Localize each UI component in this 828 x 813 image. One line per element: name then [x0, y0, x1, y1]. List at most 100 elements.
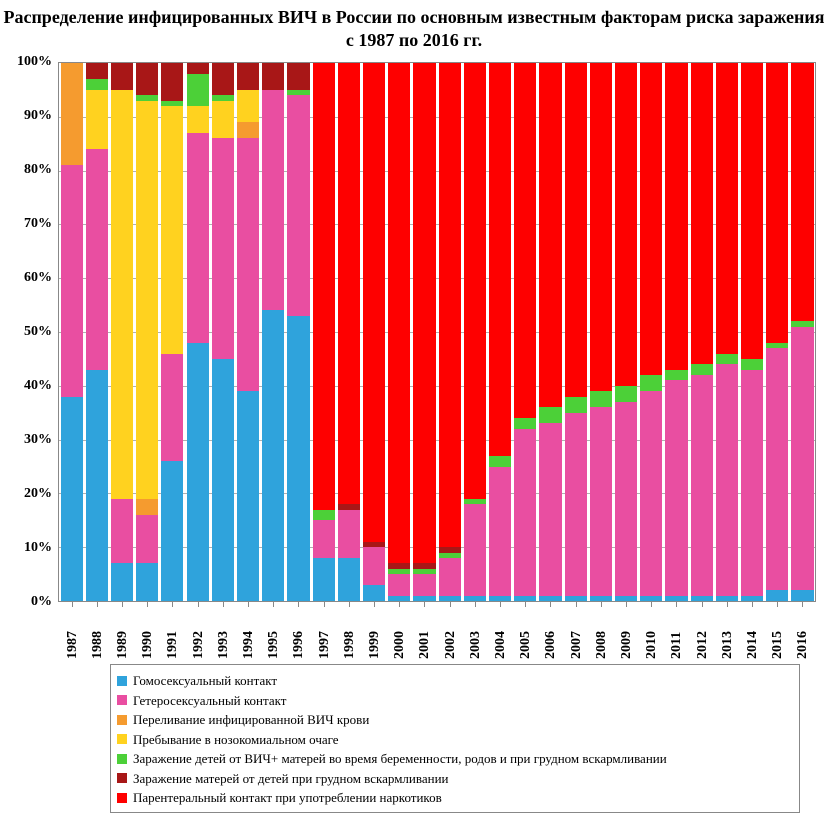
bar-segment [665, 380, 687, 595]
x-tick-label: 2012 [695, 631, 711, 659]
x-tick-label: 2014 [745, 631, 761, 659]
bar-segment [187, 63, 209, 74]
bar-segment [86, 90, 108, 149]
stacked-bar [766, 63, 788, 601]
bar-segment [136, 499, 158, 515]
bar-segment [86, 149, 108, 370]
bar-column: 1991 [160, 63, 185, 601]
bar-segment [565, 413, 587, 596]
bar-segment [187, 343, 209, 601]
bar-segment [741, 359, 763, 370]
x-tick-label: 2006 [543, 631, 559, 659]
bar-segment [212, 138, 234, 359]
bar-segment [237, 138, 259, 391]
stacked-bar [187, 63, 209, 601]
bar-segment [313, 510, 335, 521]
y-tick-label: 60% [0, 270, 52, 286]
y-tick-label: 20% [0, 486, 52, 502]
bar-segment [262, 310, 284, 601]
legend-label: Гетеросексуальный контакт [133, 691, 286, 711]
bar-segment [489, 456, 511, 467]
bar-segment [716, 354, 738, 365]
bar-segment [640, 375, 662, 391]
x-tick [626, 601, 627, 607]
bar-segment [61, 397, 83, 601]
bar-segment [716, 63, 738, 354]
x-tick [374, 601, 375, 607]
bar-column: 2004 [487, 63, 512, 601]
legend-swatch [117, 734, 127, 744]
stacked-bar [212, 63, 234, 601]
bar-segment [741, 370, 763, 596]
x-tick-label: 2011 [669, 632, 685, 659]
bar-segment [640, 391, 662, 595]
x-tick [727, 601, 728, 607]
legend-item: Пребывание в нозокомиальном очаге [117, 730, 793, 750]
bar-segment [161, 461, 183, 601]
x-tick [248, 601, 249, 607]
bar-column: 1993 [210, 63, 235, 601]
x-tick [601, 601, 602, 607]
x-tick-label: 2000 [392, 631, 408, 659]
bar-segment [136, 63, 158, 95]
bar-segment [539, 63, 561, 407]
bar-segment [665, 370, 687, 381]
legend-label: Заражение матерей от детей при грудном в… [133, 769, 448, 789]
bar-segment [111, 499, 133, 564]
legend-item: Гетеросексуальный контакт [117, 691, 793, 711]
stacked-bar [741, 63, 763, 601]
stacked-bar [363, 63, 385, 601]
x-tick-label: 1996 [291, 631, 307, 659]
bar-column: 1992 [185, 63, 210, 601]
stacked-bar [111, 63, 133, 601]
stacked-bar [590, 63, 612, 601]
x-tick [172, 601, 173, 607]
bar-segment [338, 63, 360, 504]
bar-column: 1987 [59, 63, 84, 601]
bar-segment [766, 348, 788, 590]
x-tick-label: 2007 [569, 631, 585, 659]
x-tick [349, 601, 350, 607]
x-tick-label: 2013 [720, 631, 736, 659]
bar-column: 2000 [387, 63, 412, 601]
bar-segment [161, 106, 183, 353]
x-tick-label: 1990 [140, 631, 156, 659]
stacked-bar [665, 63, 687, 601]
bar-segment [791, 63, 813, 321]
legend-label: Парентеральный контакт при употреблении … [133, 788, 442, 808]
stacked-bar [136, 63, 158, 601]
bar-segment [565, 63, 587, 397]
bar-column: 1994 [235, 63, 260, 601]
bar-segment [539, 423, 561, 595]
bar-segment [86, 79, 108, 90]
bar-segment [413, 574, 435, 596]
y-tick-label: 10% [0, 540, 52, 556]
legend-swatch [117, 754, 127, 764]
x-tick-label: 1987 [65, 631, 81, 659]
x-tick-label: 1994 [241, 631, 257, 659]
bar-column: 2015 [765, 63, 790, 601]
bar-segment [287, 95, 309, 316]
x-tick [777, 601, 778, 607]
bar-segment [691, 63, 713, 364]
x-tick-label: 1998 [342, 631, 358, 659]
x-tick-label: 2005 [518, 631, 534, 659]
bar-segment [161, 354, 183, 462]
bar-segment [262, 63, 284, 90]
bar-segment [514, 429, 536, 596]
y-tick-label: 80% [0, 162, 52, 178]
stacked-bar [61, 63, 83, 601]
stacked-bar [161, 63, 183, 601]
x-tick-label: 1993 [216, 631, 232, 659]
bar-segment [615, 402, 637, 596]
legend-label: Заражение детей от ВИЧ+ матерей во время… [133, 749, 667, 769]
legend-label: Гомосексуальный контакт [133, 671, 277, 691]
bar-segment [640, 63, 662, 375]
legend-item: Заражение матерей от детей при грудном в… [117, 769, 793, 789]
x-tick [273, 601, 274, 607]
bar-column: 1990 [135, 63, 160, 601]
x-tick [752, 601, 753, 607]
bar-segment [111, 63, 133, 90]
chart-container: Распределение инфицированных ВИЧ в Росси… [0, 0, 828, 810]
stacked-bar [565, 63, 587, 601]
